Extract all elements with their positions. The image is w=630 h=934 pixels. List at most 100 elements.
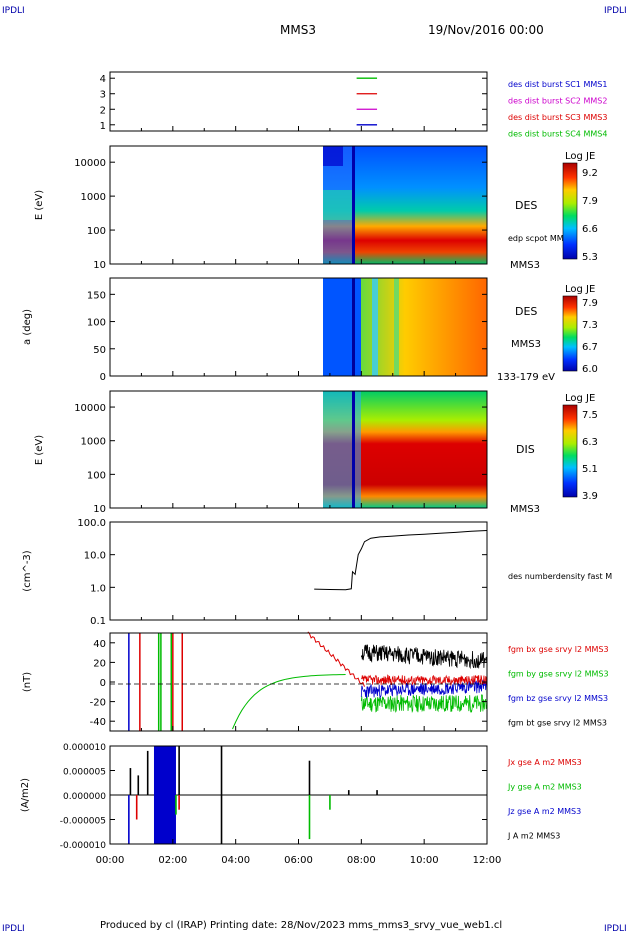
current-y-tick-label: 0.000010 <box>63 743 106 753</box>
spectrogram-stripe <box>372 278 378 376</box>
panel-density: 0.1 1.0 10.0 100.0 (cm^-3) des numberdensit… <box>22 518 612 627</box>
panel-des-energy: 10 100 1000 10000 E (eV) DES edp scpot MMS3… <box>34 145 598 271</box>
corner-label-bottom-left: IPDLI <box>2 924 25 934</box>
x-tick-label: 02:00 <box>158 855 187 866</box>
colorbar-tick-label: 7.9 <box>582 196 598 207</box>
current-y-tick-label: 0.000000 <box>63 792 106 802</box>
panel-label-right: DES <box>515 305 537 318</box>
des-energy-y-tick-label: 100 <box>87 226 106 237</box>
x-tick-label: 12:00 <box>473 855 502 866</box>
legend-entry: Jy gse A m2 MMS3 <box>507 783 582 792</box>
current-y-tick-label: 0.000005 <box>63 768 106 778</box>
bz-series-line <box>360 679 488 699</box>
panel-label-right: DES <box>515 199 537 212</box>
spectrogram-stripe <box>352 278 355 376</box>
footer-credit: Produced by cl (IRAP) Printing date: 28/… <box>100 920 502 931</box>
x-tick-label: 08:00 <box>347 855 376 866</box>
panel-availability: 1 2 3 4 des dist burst SC1 MMS1 des dist bur… <box>100 71 607 139</box>
x-tick-label: 06:00 <box>284 855 313 866</box>
density-y-tick-label: 100.0 <box>77 518 106 529</box>
legend-entry: fgm bz gse srvy l2 MMS3 <box>508 694 608 703</box>
y-axis-label: E (eV) <box>34 190 45 220</box>
colorbar-tick-label: 9.2 <box>582 168 598 179</box>
jz-burst-region <box>153 746 176 844</box>
legend-entry: Jz gse A m2 MMS3 <box>507 807 581 816</box>
colorbar-title: Log JE <box>565 151 595 162</box>
y-axis-label: (A/m2) <box>20 778 31 812</box>
pitch-y-tick-label: 100 <box>87 318 106 329</box>
colorbar-tick-label: 6.3 <box>582 437 598 448</box>
colorbar-tick-label: 5.1 <box>582 464 598 475</box>
spectrogram-region-start <box>323 146 343 166</box>
colorbar <box>562 162 578 260</box>
density-y-tick-label: 1.0 <box>90 583 106 594</box>
mission-title: MMS3 <box>280 23 316 37</box>
by-series-line <box>232 674 346 730</box>
colorbar-tick-label: 7.9 <box>582 298 598 309</box>
legend-entry: fgm by gse srvy l2 MMS3 <box>508 670 609 679</box>
x-tick-label: 00:00 <box>96 855 125 866</box>
panel-label-right-secondary: MMS3 <box>511 339 541 350</box>
panel-label-right-secondary: edp scpot MMS3 <box>508 234 574 243</box>
bt-series-line <box>360 644 488 670</box>
field-y-tick-label: -40 <box>90 717 106 728</box>
field-y-tick-label: 0 <box>100 678 106 689</box>
datetime-title: 19/Nov/2016 00:00 <box>428 23 544 37</box>
current-y-tick-label: -0.000005 <box>60 817 106 827</box>
colorbar-title: Log JE <box>565 284 595 295</box>
colorbar <box>562 295 578 372</box>
field-y-tick-label: 40 <box>93 639 106 650</box>
current-y-tick-label: -0.000010 <box>60 841 106 851</box>
legend-entry: fgm bt gse srvy l2 MMS3 <box>508 719 607 728</box>
spectrogram-region-early <box>323 278 361 376</box>
legend-entry: des dist burst SC1 MMS1 <box>508 80 607 89</box>
corner-label-top-left: IPDLI <box>2 6 25 16</box>
spectrogram-stripe <box>352 391 355 508</box>
panel-label-bottom: MMS3 <box>510 260 540 271</box>
legend-entry: des dist burst SC3 MMS3 <box>508 113 607 122</box>
legend-entry: des numberdensity fast M <box>508 572 612 581</box>
colorbar-tick-label: 6.0 <box>582 364 598 375</box>
legend-entry: des dist burst SC4 MMS4 <box>508 130 607 139</box>
colorbar-tick-label: 6.7 <box>582 342 598 353</box>
dis-energy-y-tick-label: 10000 <box>74 403 106 414</box>
corner-label-top-right: IPDLI <box>604 6 627 16</box>
y-axis-label: E (eV) <box>34 435 45 465</box>
availability-y-tick-label: 2 <box>100 105 106 116</box>
field-y-tick-label: 20 <box>93 658 106 669</box>
y-axis-label: a (deg) <box>22 309 33 345</box>
legend-entry: J A m2 MMS3 <box>507 832 560 841</box>
dis-energy-y-tick-label: 100 <box>87 470 106 481</box>
panel-label-bottom: MMS3 <box>510 504 540 515</box>
availability-y-tick-label: 4 <box>100 74 106 85</box>
pitch-y-tick-label: 0 <box>100 372 106 383</box>
des-energy-y-tick-label: 1000 <box>81 192 106 203</box>
spectrogram-stripe <box>352 146 355 264</box>
x-tick-label: 04:00 <box>221 855 250 866</box>
legend-entry: fgm bx gse srvy l2 MMS3 <box>508 645 609 654</box>
panel-label-right: DIS <box>516 443 535 456</box>
spectrogram-stripe <box>394 278 399 376</box>
colorbar-tick-label: 6.6 <box>582 224 598 235</box>
density-y-tick-label: 10.0 <box>84 551 106 562</box>
density-y-tick-label: 0.1 <box>90 616 106 627</box>
colorbar-tick-label: 7.5 <box>582 410 598 421</box>
colorbar <box>562 404 578 498</box>
dis-energy-y-tick-label: 1000 <box>81 437 106 448</box>
pitch-y-tick-label: 150 <box>87 290 106 301</box>
spectrogram-region-early <box>323 391 361 508</box>
colorbar-tick-label: 3.9 <box>582 491 598 502</box>
panel-current-density: 0.000010 0.000005 0.000000 -0.000005 -0.0000… <box>20 126 582 866</box>
des-energy-y-tick-label: 10 <box>93 260 106 271</box>
panel-label-bottom: 133-179 eV <box>497 372 555 383</box>
x-tick-label: 10:00 <box>410 855 439 866</box>
legend-entry: Jx gse A m2 MMS3 <box>507 758 582 767</box>
density-series-line <box>314 530 488 591</box>
panel-frame <box>109 71 488 132</box>
y-axis-label: (cm^-3) <box>22 550 33 591</box>
panel-magnetic-field: -40 -20 0 20 40 (nT) fgm bx gse srvy l2 MMS3… <box>22 631 609 732</box>
colorbar-tick-label: 7.3 <box>582 320 598 331</box>
pitch-y-tick-label: 50 <box>93 345 106 356</box>
corner-label-bottom-right: IPDLI <box>604 924 627 934</box>
field-y-tick-label: -20 <box>90 698 106 709</box>
